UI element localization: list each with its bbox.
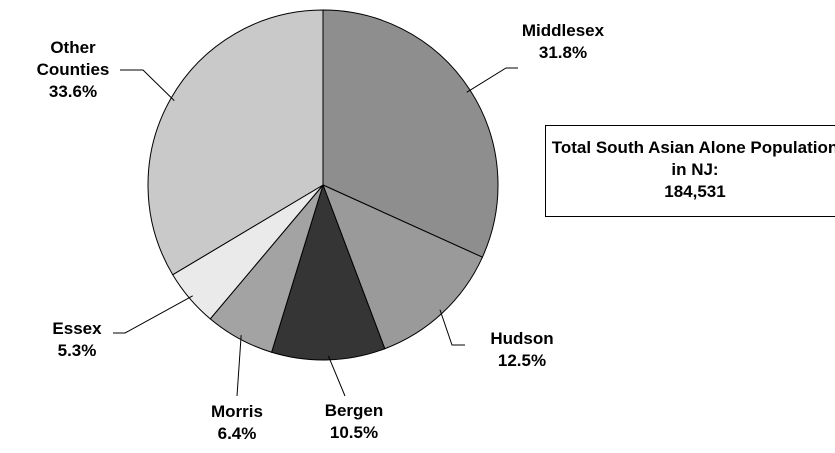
slice-value: 31.8% [538,43,588,62]
slice-value: 33.6% [48,82,98,101]
pie-slice [322,184,484,350]
slice-name: Other Counties [36,38,110,79]
slice-value: 12.5% [497,351,547,370]
slice-value: 10.5% [329,423,379,442]
leader-line [327,355,346,397]
slice-label: Morris 6.4% [177,401,297,445]
slice-label: Hudson 12.5% [462,328,582,372]
slice-name: Hudson [490,329,554,348]
leader-line [466,67,518,93]
slice-name: Essex [52,319,102,338]
pie-slice [270,183,386,361]
slice-value: 6.4% [217,424,257,443]
pie-slice [147,9,324,276]
slice-name: Bergen [324,401,384,420]
leader-line [113,295,193,334]
leader-line [439,309,465,346]
leader-line [120,69,175,101]
slice-value: 5.3% [57,341,97,360]
slice-name: Morris [211,402,263,421]
slice-label: Essex 5.3% [17,318,137,362]
annotation-box: Total South Asian Alone Population in NJ… [545,125,835,217]
slice-label: Bergen 10.5% [294,400,414,444]
annotation-value: 184,531 [664,182,726,201]
annotation-text: Total South Asian Alone Population in NJ… [551,138,835,179]
slice-label: Other Counties 33.6% [23,37,123,103]
slice-label: Middlesex 31.8% [503,20,623,64]
leader-line [236,335,242,397]
slice-name: Middlesex [521,21,605,40]
